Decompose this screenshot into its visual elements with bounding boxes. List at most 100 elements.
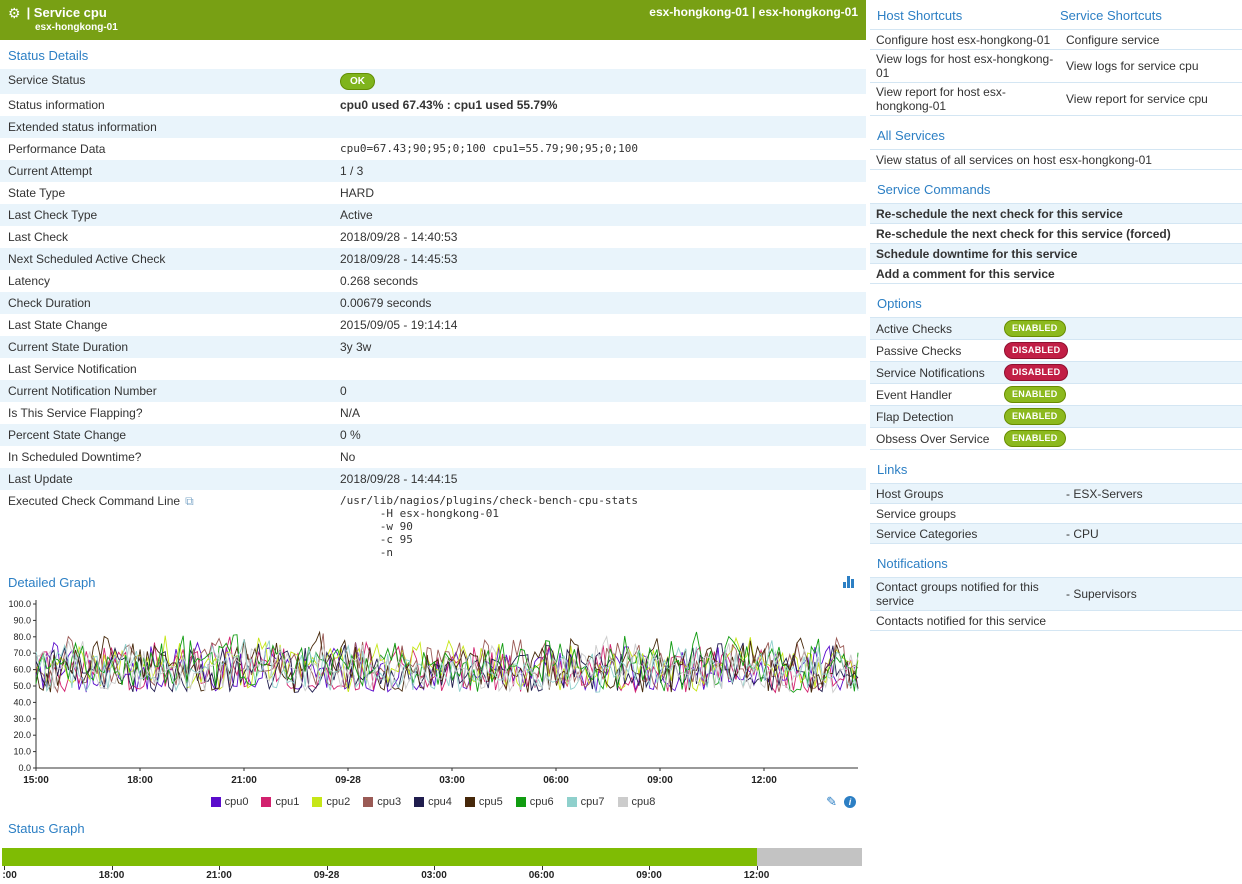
status-axis-label: 09:00 xyxy=(636,870,662,881)
link-value[interactable]: - ESX-Servers xyxy=(1060,485,1242,503)
status-row-label: Latency xyxy=(8,274,340,288)
status-row: State TypeHARD xyxy=(0,182,866,204)
link-value xyxy=(1060,512,1242,516)
service-shortcut-link[interactable]: View report for service cpu xyxy=(1060,90,1242,108)
status-graph-bar xyxy=(2,848,862,866)
option-label: Obsess Over Service xyxy=(870,430,998,448)
option-state-badge[interactable]: ENABLED xyxy=(1004,320,1066,337)
page: ⚙ | Service cpu esx-hongkong-01 esx-hong… xyxy=(0,0,1242,884)
option-state: DISABLED xyxy=(998,340,1242,361)
status-row: Extended status information xyxy=(0,116,866,138)
notification-value[interactable]: - Supervisors xyxy=(1060,585,1242,603)
all-services-heading: All Services xyxy=(870,116,1242,149)
option-state-badge[interactable]: ENABLED xyxy=(1004,386,1066,403)
service-command-link[interactable]: Re-schedule the next check for this serv… xyxy=(870,225,1242,243)
page-header: ⚙ | Service cpu esx-hongkong-01 esx-hong… xyxy=(0,0,866,40)
option-state: ENABLED xyxy=(998,406,1242,427)
legend-item: cpu2 xyxy=(312,796,350,808)
option-label: Passive Checks xyxy=(870,342,998,360)
service-status-badge: OK xyxy=(340,73,375,90)
option-row: Flap DetectionENABLED xyxy=(870,406,1242,428)
status-row-label: Last Service Notification xyxy=(8,362,340,376)
status-row-value: 2018/09/28 - 14:40:53 xyxy=(340,230,858,244)
info-icon[interactable]: i xyxy=(844,796,856,808)
service-commands-table: Re-schedule the next check for this serv… xyxy=(870,203,1242,284)
host-shortcut-link[interactable]: View report for host esx-hongkong-01 xyxy=(870,83,1060,115)
service-command-link[interactable]: Schedule downtime for this service xyxy=(870,245,1242,263)
edit-graph-icon[interactable]: ✎ xyxy=(826,794,837,810)
links-heading: Links xyxy=(870,450,1242,483)
legend-item: cpu1 xyxy=(261,796,299,808)
host-shortcut-link[interactable]: Configure host esx-hongkong-01 xyxy=(870,31,1060,49)
legend-label: cpu5 xyxy=(479,796,503,808)
status-axis-label: 21:00 xyxy=(206,870,232,881)
link-row: Service groups xyxy=(870,504,1242,524)
axis-label: 60.0 xyxy=(13,665,31,675)
service-command-link[interactable]: Add a comment for this service xyxy=(870,265,1242,283)
histogram-icon[interactable] xyxy=(843,576,854,588)
status-row-value: 0.268 seconds xyxy=(340,274,858,288)
all-services-link[interactable]: View status of all services on host esx-… xyxy=(870,151,1242,169)
status-row-value: 0 % xyxy=(340,428,858,442)
legend-swatch xyxy=(363,797,373,807)
status-row: Last Check TypeActive xyxy=(0,204,866,226)
link-value[interactable]: - CPU xyxy=(1060,525,1242,543)
graph-legend: cpu0cpu1cpu2cpu3cpu4cpu5cpu6cpu7cpu8 xyxy=(0,791,866,813)
axis-label: 40.0 xyxy=(13,697,31,707)
legend-item: cpu8 xyxy=(618,796,656,808)
status-row: Performance Datacpu0=67.43;90;95;0;100 c… xyxy=(0,138,866,160)
option-state-badge[interactable]: ENABLED xyxy=(1004,408,1066,425)
status-row-value: cpu0=67.43;90;95;0;100 cpu1=55.79;90;95;… xyxy=(340,142,858,155)
status-row-label: Extended status information xyxy=(8,120,340,134)
status-graph[interactable]: 15:0018:0021:0009-2803:0006:0009:0012:00 xyxy=(0,848,866,884)
legend-item: cpu0 xyxy=(211,796,249,808)
detailed-graph-svg[interactable]: 0.010.020.030.040.050.060.070.080.090.01… xyxy=(0,596,866,788)
option-state-badge[interactable]: DISABLED xyxy=(1004,364,1068,381)
link-row: Service Categories- CPU xyxy=(870,524,1242,544)
legend-swatch xyxy=(261,797,271,807)
legend-label: cpu1 xyxy=(275,796,299,808)
status-row: Latency0.268 seconds xyxy=(0,270,866,292)
service-shortcut-link[interactable]: View logs for service cpu xyxy=(1060,57,1242,75)
link-label: Service Categories xyxy=(870,525,1060,543)
option-row: Passive Checks DISABLED xyxy=(870,340,1242,362)
header-breadcrumb[interactable]: esx-hongkong-01 | esx-hongkong-01 xyxy=(649,5,858,19)
legend-label: cpu3 xyxy=(377,796,401,808)
command-expand-icon[interactable]: ⧉ xyxy=(185,494,194,508)
service-command-row: Re-schedule the next check for this serv… xyxy=(870,224,1242,244)
status-row: Last Update2018/09/28 - 14:44:15 xyxy=(0,468,866,490)
status-row-value: 1 / 3 xyxy=(340,164,858,178)
status-row: Executed Check Command Line⧉/usr/lib/nag… xyxy=(0,490,866,563)
link-label: Service groups xyxy=(870,505,1060,523)
status-row-value: 2018/09/28 - 14:44:15 xyxy=(340,472,858,486)
service-command-link[interactable]: Re-schedule the next check for this serv… xyxy=(870,205,1242,223)
option-row: Active ChecksENABLED xyxy=(870,318,1242,340)
legend-label: cpu7 xyxy=(581,796,605,808)
graph-actions: ✎ i xyxy=(826,794,856,810)
status-row-label: Check Duration xyxy=(8,296,340,310)
status-row-label: Executed Check Command Line⧉ xyxy=(8,494,340,509)
status-axis-label: 03:00 xyxy=(421,870,447,881)
service-shortcuts-heading: Service Shortcuts xyxy=(1060,8,1162,23)
service-shortcut-link[interactable]: Configure service xyxy=(1060,31,1242,49)
settings-gear-icon[interactable]: ⚙ xyxy=(8,6,21,20)
status-row: Percent State Change0 % xyxy=(0,424,866,446)
main-panel: ⚙ | Service cpu esx-hongkong-01 esx-hong… xyxy=(0,0,866,884)
option-state-badge[interactable]: ENABLED xyxy=(1004,430,1066,447)
status-row-value: cpu0 used 67.43% : cpu1 used 55.79% xyxy=(340,98,858,112)
axis-label: 06:00 xyxy=(543,775,569,786)
header-left: ⚙ | Service cpu esx-hongkong-01 xyxy=(8,5,118,33)
axis-label: 10.0 xyxy=(13,747,31,757)
notification-value xyxy=(1060,619,1242,623)
host-shortcut-link[interactable]: View logs for host esx-hongkong-01 xyxy=(870,50,1060,82)
status-row-value: Active xyxy=(340,208,858,222)
notification-label: Contact groups notified for this service xyxy=(870,578,1060,610)
status-row: Last State Change2015/09/05 - 19:14:14 xyxy=(0,314,866,336)
axis-label: 50.0 xyxy=(13,681,31,691)
option-state-badge[interactable]: DISABLED xyxy=(1004,342,1068,359)
option-state: ENABLED xyxy=(998,318,1242,339)
header-hostname: esx-hongkong-01 xyxy=(35,22,118,33)
option-state: DISABLED xyxy=(998,362,1242,383)
legend-swatch xyxy=(567,797,577,807)
detailed-graph-heading: Detailed Graph xyxy=(0,567,103,596)
